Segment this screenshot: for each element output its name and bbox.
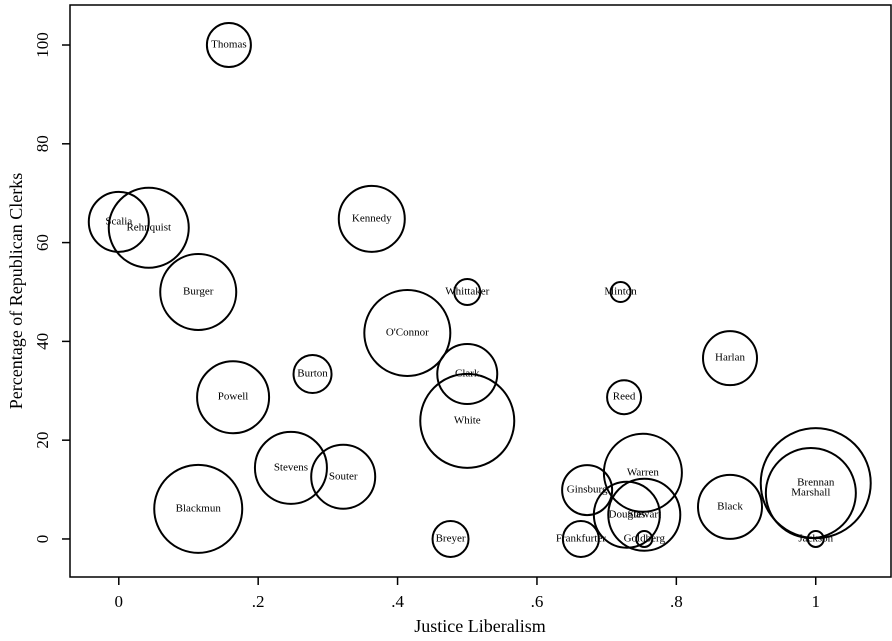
- bubble-label: Goldberg: [624, 532, 666, 544]
- x-tick-label: 1: [811, 592, 820, 611]
- x-tick-label: .8: [670, 592, 683, 611]
- bubble: [607, 477, 682, 552]
- bubble: [310, 443, 377, 510]
- bubble-label: Thomas: [211, 39, 246, 51]
- bubble: [87, 190, 150, 253]
- x-tick-label: .4: [391, 592, 404, 611]
- bubble-label: Burger: [183, 286, 214, 298]
- y-tick-label: 60: [33, 234, 52, 251]
- x-tick-label: .6: [531, 592, 544, 611]
- bubble: [453, 277, 482, 306]
- bubble: [606, 379, 643, 416]
- bubble: [561, 519, 600, 558]
- bubble-label: Souter: [329, 470, 358, 482]
- bubble: [602, 432, 683, 513]
- x-axis-title: Justice Liberalism: [414, 616, 545, 636]
- bubble-label: Jackson: [798, 532, 833, 544]
- bubble: [292, 353, 333, 394]
- y-axis-title: Percentage of Republican Clerks: [6, 173, 26, 409]
- bubble-label: Brennan: [797, 477, 835, 489]
- bubble: [205, 22, 252, 69]
- y-tick-label: 80: [33, 135, 52, 152]
- bubble-label: Stevens: [274, 461, 308, 473]
- bubble-label: Warren: [627, 466, 660, 478]
- x-tick-label: .2: [252, 592, 265, 611]
- bubble: [697, 473, 764, 540]
- bubble: [363, 288, 452, 377]
- bubble-label: Powell: [218, 391, 249, 403]
- bubble: [431, 519, 470, 558]
- bubble-label: Whittaker: [445, 286, 489, 298]
- bubble: [337, 184, 406, 253]
- bubble-label: Reed: [613, 391, 636, 403]
- bubble: [153, 463, 244, 554]
- bubble-label: Blackmun: [176, 502, 222, 514]
- y-tick-label: 40: [33, 333, 52, 350]
- bubble: [764, 447, 857, 540]
- bubble-label: Breyer: [436, 532, 466, 544]
- bubble-label: Harlan: [715, 352, 745, 364]
- y-tick-label: 20: [33, 432, 52, 449]
- bubble-label: O'Connor: [386, 327, 429, 339]
- bubble: [253, 430, 328, 505]
- bubble-label: Ginsburg: [567, 484, 608, 496]
- bubble-label: Minton: [604, 286, 637, 298]
- bubble: [159, 252, 238, 331]
- bubble: [635, 529, 654, 548]
- bubble-label: Black: [717, 500, 743, 512]
- bubble-label: Frankfurter: [556, 532, 606, 544]
- bubble: [561, 464, 614, 517]
- plot-frame: [69, 4, 892, 578]
- bubble-label: Stewart: [627, 508, 661, 520]
- bubble-label: Kennedy: [352, 212, 392, 224]
- bubble-label: Scalia: [105, 215, 132, 227]
- y-tick-label: 0: [33, 535, 52, 544]
- bubble: [592, 480, 661, 549]
- bubble-label: Douglas: [609, 508, 646, 520]
- bubble: [806, 529, 825, 548]
- bubble-label: Burton: [297, 368, 328, 380]
- bubble: [196, 360, 271, 435]
- bubble: [107, 186, 190, 269]
- bubble: [419, 372, 516, 469]
- bubble-label: White: [454, 414, 481, 426]
- bubble: [609, 280, 632, 303]
- bubble: [702, 330, 759, 387]
- x-tick-label: 0: [115, 592, 124, 611]
- bubble: [436, 342, 499, 405]
- y-tick-label: 100: [33, 32, 52, 58]
- bubble-label: Rehnquist: [126, 221, 171, 233]
- bubble-label: Marshall: [791, 487, 830, 499]
